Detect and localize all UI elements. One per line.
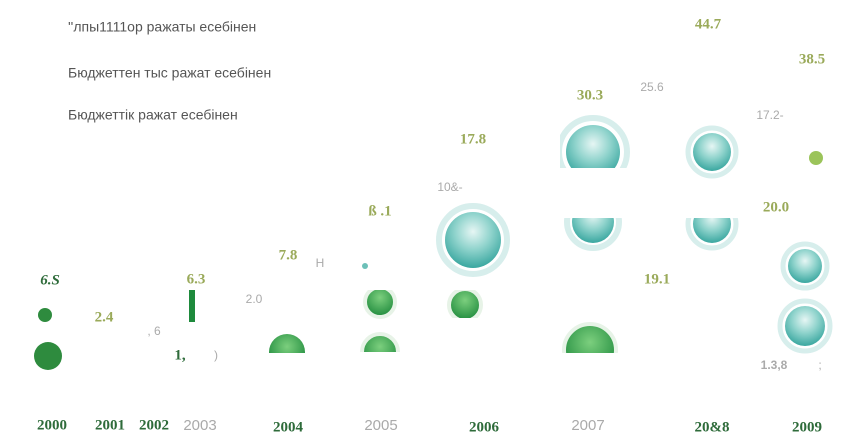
dot xyxy=(38,308,52,322)
bubble xyxy=(447,290,483,318)
dot xyxy=(809,151,823,165)
bar-stub xyxy=(189,290,195,322)
value-label: 20.0 xyxy=(763,199,789,215)
year: 2009 xyxy=(792,419,822,435)
bubble xyxy=(693,218,731,243)
legend-item: Бюджеттік ражат есебінен xyxy=(68,107,238,123)
legend-item: Бюджеттен тыс ражат есебінен xyxy=(68,65,271,81)
bubble xyxy=(269,334,305,353)
year: 2003 xyxy=(183,417,216,434)
bubble xyxy=(562,322,618,353)
value-label: , 6 xyxy=(147,324,161,338)
value-labels: 44.7 38.5 25.6 30.3 17.2- 17.8 10&- 20.0… xyxy=(40,16,825,372)
value-label: 1.3,8 xyxy=(761,358,788,372)
value-label: ) xyxy=(214,348,218,362)
year: 2002 xyxy=(139,417,169,433)
value-label: 19.1 xyxy=(644,271,670,287)
bubble xyxy=(566,125,620,168)
value-label: Н xyxy=(316,256,325,270)
years: 2000 2001 2002 2003 2004 2005 2006 2007 … xyxy=(37,417,822,435)
legend: ''лпы1111ор ражаты есебінен Бюджеттен ты… xyxy=(68,19,271,123)
year: 2001 xyxy=(95,417,125,433)
dot xyxy=(34,342,62,370)
value-label: 25.6 xyxy=(640,80,664,94)
year: 2004 xyxy=(273,419,304,435)
value-label: 44.7 xyxy=(695,16,722,32)
value-label: ; xyxy=(818,358,821,372)
value-label: 2.4 xyxy=(95,309,114,325)
value-label: 17.8 xyxy=(460,131,486,147)
value-label: 1, xyxy=(174,347,186,363)
bubble xyxy=(693,133,731,171)
value-label: 6.S xyxy=(40,272,60,288)
dot xyxy=(362,263,368,269)
bubble xyxy=(788,249,822,283)
value-label: 38.5 xyxy=(799,51,825,67)
value-label: 10&- xyxy=(437,180,462,194)
year: 2000 xyxy=(37,417,67,433)
value-label: 17.2- xyxy=(756,108,783,122)
value-label: 6.3 xyxy=(187,271,206,287)
bubble xyxy=(572,218,614,243)
bubble xyxy=(363,290,397,319)
year: 2005 xyxy=(364,417,397,434)
year: 2006 xyxy=(469,419,500,435)
year: 20&8 xyxy=(695,419,730,435)
bubble xyxy=(445,212,501,268)
bubble xyxy=(785,306,825,346)
value-label: 2.0 xyxy=(246,292,263,306)
bubbles xyxy=(34,115,833,370)
bubble xyxy=(360,332,400,352)
legend-item: ''лпы1111ор ражаты есебінен xyxy=(68,19,256,35)
value-label: ß .1 xyxy=(368,203,391,219)
year: 2007 xyxy=(571,417,604,434)
value-label: 30.3 xyxy=(577,87,603,103)
value-label: 7.8 xyxy=(279,247,298,263)
